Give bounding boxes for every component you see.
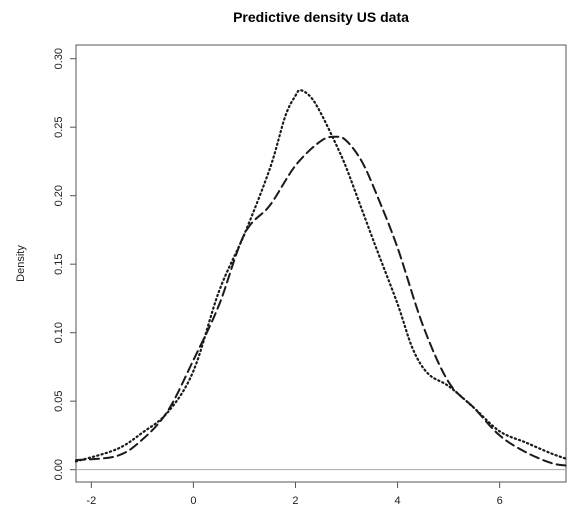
y-tick-label: 0.00 xyxy=(53,459,65,480)
x-tick-label: 4 xyxy=(395,495,401,507)
series-layer xyxy=(74,89,568,467)
x-tick-label: 6 xyxy=(497,495,503,507)
x-tick-label: -2 xyxy=(86,495,96,507)
chart-title: Predictive density US data xyxy=(233,9,409,25)
x-tick-label: 0 xyxy=(190,495,196,507)
y-axis-title: Density xyxy=(15,245,27,282)
x-axis: -2 0 2 4 6 xyxy=(86,482,503,507)
y-tick-label: 0.20 xyxy=(53,185,65,206)
plot-frame xyxy=(75,44,567,483)
y-tick-label: 0.05 xyxy=(53,390,65,411)
dashed-density-line xyxy=(75,135,567,467)
y-tick-label: 0.10 xyxy=(53,322,65,343)
dotted-density-line xyxy=(74,89,568,463)
y-tick-label: 0.25 xyxy=(53,116,65,137)
y-axis: 0.00 0.05 0.10 0.15 0.20 0.25 0.30 xyxy=(53,48,76,480)
x-tick-label: 2 xyxy=(292,495,298,507)
y-tick-label: 0.15 xyxy=(53,253,65,274)
y-tick-label: 0.30 xyxy=(53,48,65,69)
